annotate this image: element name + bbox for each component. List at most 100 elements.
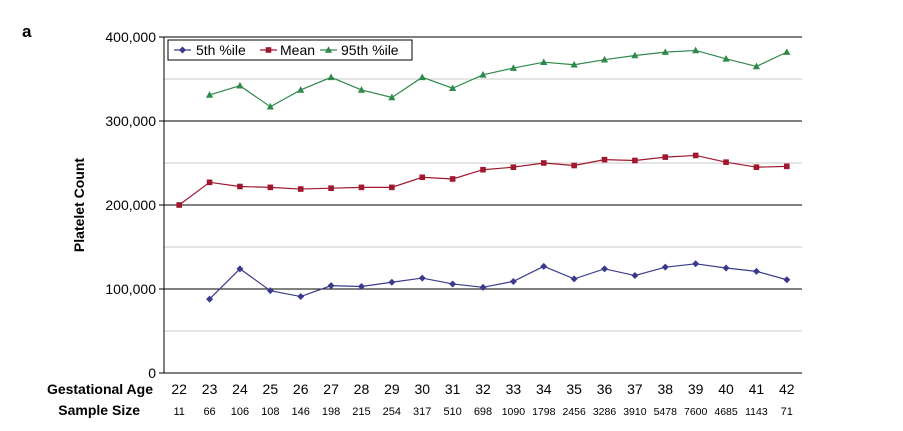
data-point (206, 179, 213, 186)
data-point (266, 102, 274, 110)
x-tick-label: 40 (718, 381, 734, 397)
sample-size-value: 698 (474, 406, 492, 418)
data-point (327, 73, 335, 81)
data-point (692, 260, 700, 268)
legend-entry: 95th %ile (341, 42, 399, 58)
data-point (722, 55, 730, 62)
data-point (783, 48, 791, 55)
x-tick-label: 29 (384, 381, 400, 397)
data-point (449, 84, 457, 92)
sample-size-value: 4685 (714, 406, 738, 418)
data-point (236, 81, 244, 89)
data-point (540, 58, 548, 65)
data-point (509, 277, 517, 285)
data-point (570, 60, 578, 68)
x-axis: Gestational Age Sample Size 22 11 23 66 24 106 2… (47, 381, 795, 418)
legend: 5th %ile Mean 95th %ile (167, 39, 413, 61)
legend-entry: Mean (280, 42, 315, 58)
sample-size-value: 108 (261, 406, 279, 418)
data-point (722, 264, 730, 272)
data-point (692, 152, 699, 159)
data-point (510, 164, 517, 170)
x-tick-label: 33 (506, 381, 522, 397)
x-tick-label: 37 (627, 381, 643, 397)
data-point (783, 276, 791, 284)
data-point (419, 174, 426, 181)
x-tick-label: 30 (414, 381, 430, 397)
series-line (209, 49, 788, 108)
data-point (418, 274, 426, 282)
sample-size-value: 317 (413, 406, 431, 418)
data-point (206, 295, 214, 303)
data-point (632, 157, 638, 164)
gridlines (164, 36, 802, 374)
y-axis-label: Platelet Count (71, 158, 87, 252)
data-point (601, 156, 608, 163)
x-tick-label: 35 (566, 381, 582, 397)
sample-size-value: 3286 (593, 406, 617, 418)
sample-size-value: 7600 (684, 406, 708, 418)
data-point (752, 267, 760, 275)
data-point (752, 62, 761, 70)
data-point (540, 262, 548, 270)
series-line (209, 263, 787, 300)
sample-size-value: 215 (352, 406, 370, 418)
data-point (479, 71, 487, 78)
legend-marker (324, 46, 333, 53)
data-point (449, 176, 456, 182)
data-point (753, 164, 760, 170)
data-point (237, 183, 243, 190)
y-tick-label: 300,000 (105, 113, 156, 129)
x-tick-label: 38 (657, 381, 673, 397)
data-point (328, 185, 334, 191)
data-point (509, 64, 517, 71)
x-tick-label: 22 (171, 381, 187, 397)
x-tick-label: 42 (779, 381, 795, 397)
panel-label: a (22, 22, 32, 41)
series-95th-ile (205, 46, 791, 110)
x-tick-label: 31 (445, 381, 461, 397)
y-tick-label: 100,000 (105, 281, 156, 297)
sample-size-value: 198 (322, 406, 340, 418)
data-point (601, 265, 609, 273)
sample-size-value: 5478 (654, 406, 678, 418)
data-point (480, 166, 486, 173)
legend-marker (265, 47, 272, 53)
x-tick-label: 27 (323, 381, 339, 397)
data-point (449, 280, 457, 288)
x-tick-label: 26 (293, 381, 309, 397)
data-point (358, 184, 365, 191)
x-tick-label: 25 (263, 381, 279, 397)
sample-size-value: 11 (173, 406, 184, 418)
data-point (297, 86, 305, 93)
gestational-age-row-label: Gestational Age (47, 381, 153, 397)
sample-size-value: 71 (781, 406, 793, 418)
sample-size-value: 1090 (502, 406, 526, 418)
series-5th-ile (206, 260, 791, 303)
sample-size-value: 510 (443, 406, 461, 418)
data-point (418, 73, 426, 81)
x-tick-label: 34 (536, 381, 552, 397)
data-point (479, 283, 487, 291)
x-tick-label: 24 (232, 381, 248, 397)
data-point (297, 293, 305, 301)
y-tick-label: 0 (148, 365, 156, 381)
y-tick-label: 400,000 (105, 29, 156, 45)
data-point (266, 287, 274, 295)
sample-size-value: 106 (231, 406, 249, 418)
legend-box (167, 39, 413, 61)
data-point (388, 278, 396, 286)
x-tick-label: 23 (202, 381, 218, 397)
x-tick-label: 39 (688, 381, 704, 397)
x-tick-label: 28 (354, 381, 370, 397)
y-axis: 0 100,000 200,000 300,000 400,000 (105, 29, 164, 381)
y-tick-label: 200,000 (105, 197, 156, 213)
series-group (176, 46, 791, 303)
data-point (723, 159, 729, 165)
data-point (389, 184, 395, 191)
sample-size-value: 66 (203, 406, 215, 418)
x-tick-label: 41 (749, 381, 765, 397)
data-point (631, 272, 639, 280)
data-point (784, 163, 790, 170)
data-point (357, 86, 366, 93)
